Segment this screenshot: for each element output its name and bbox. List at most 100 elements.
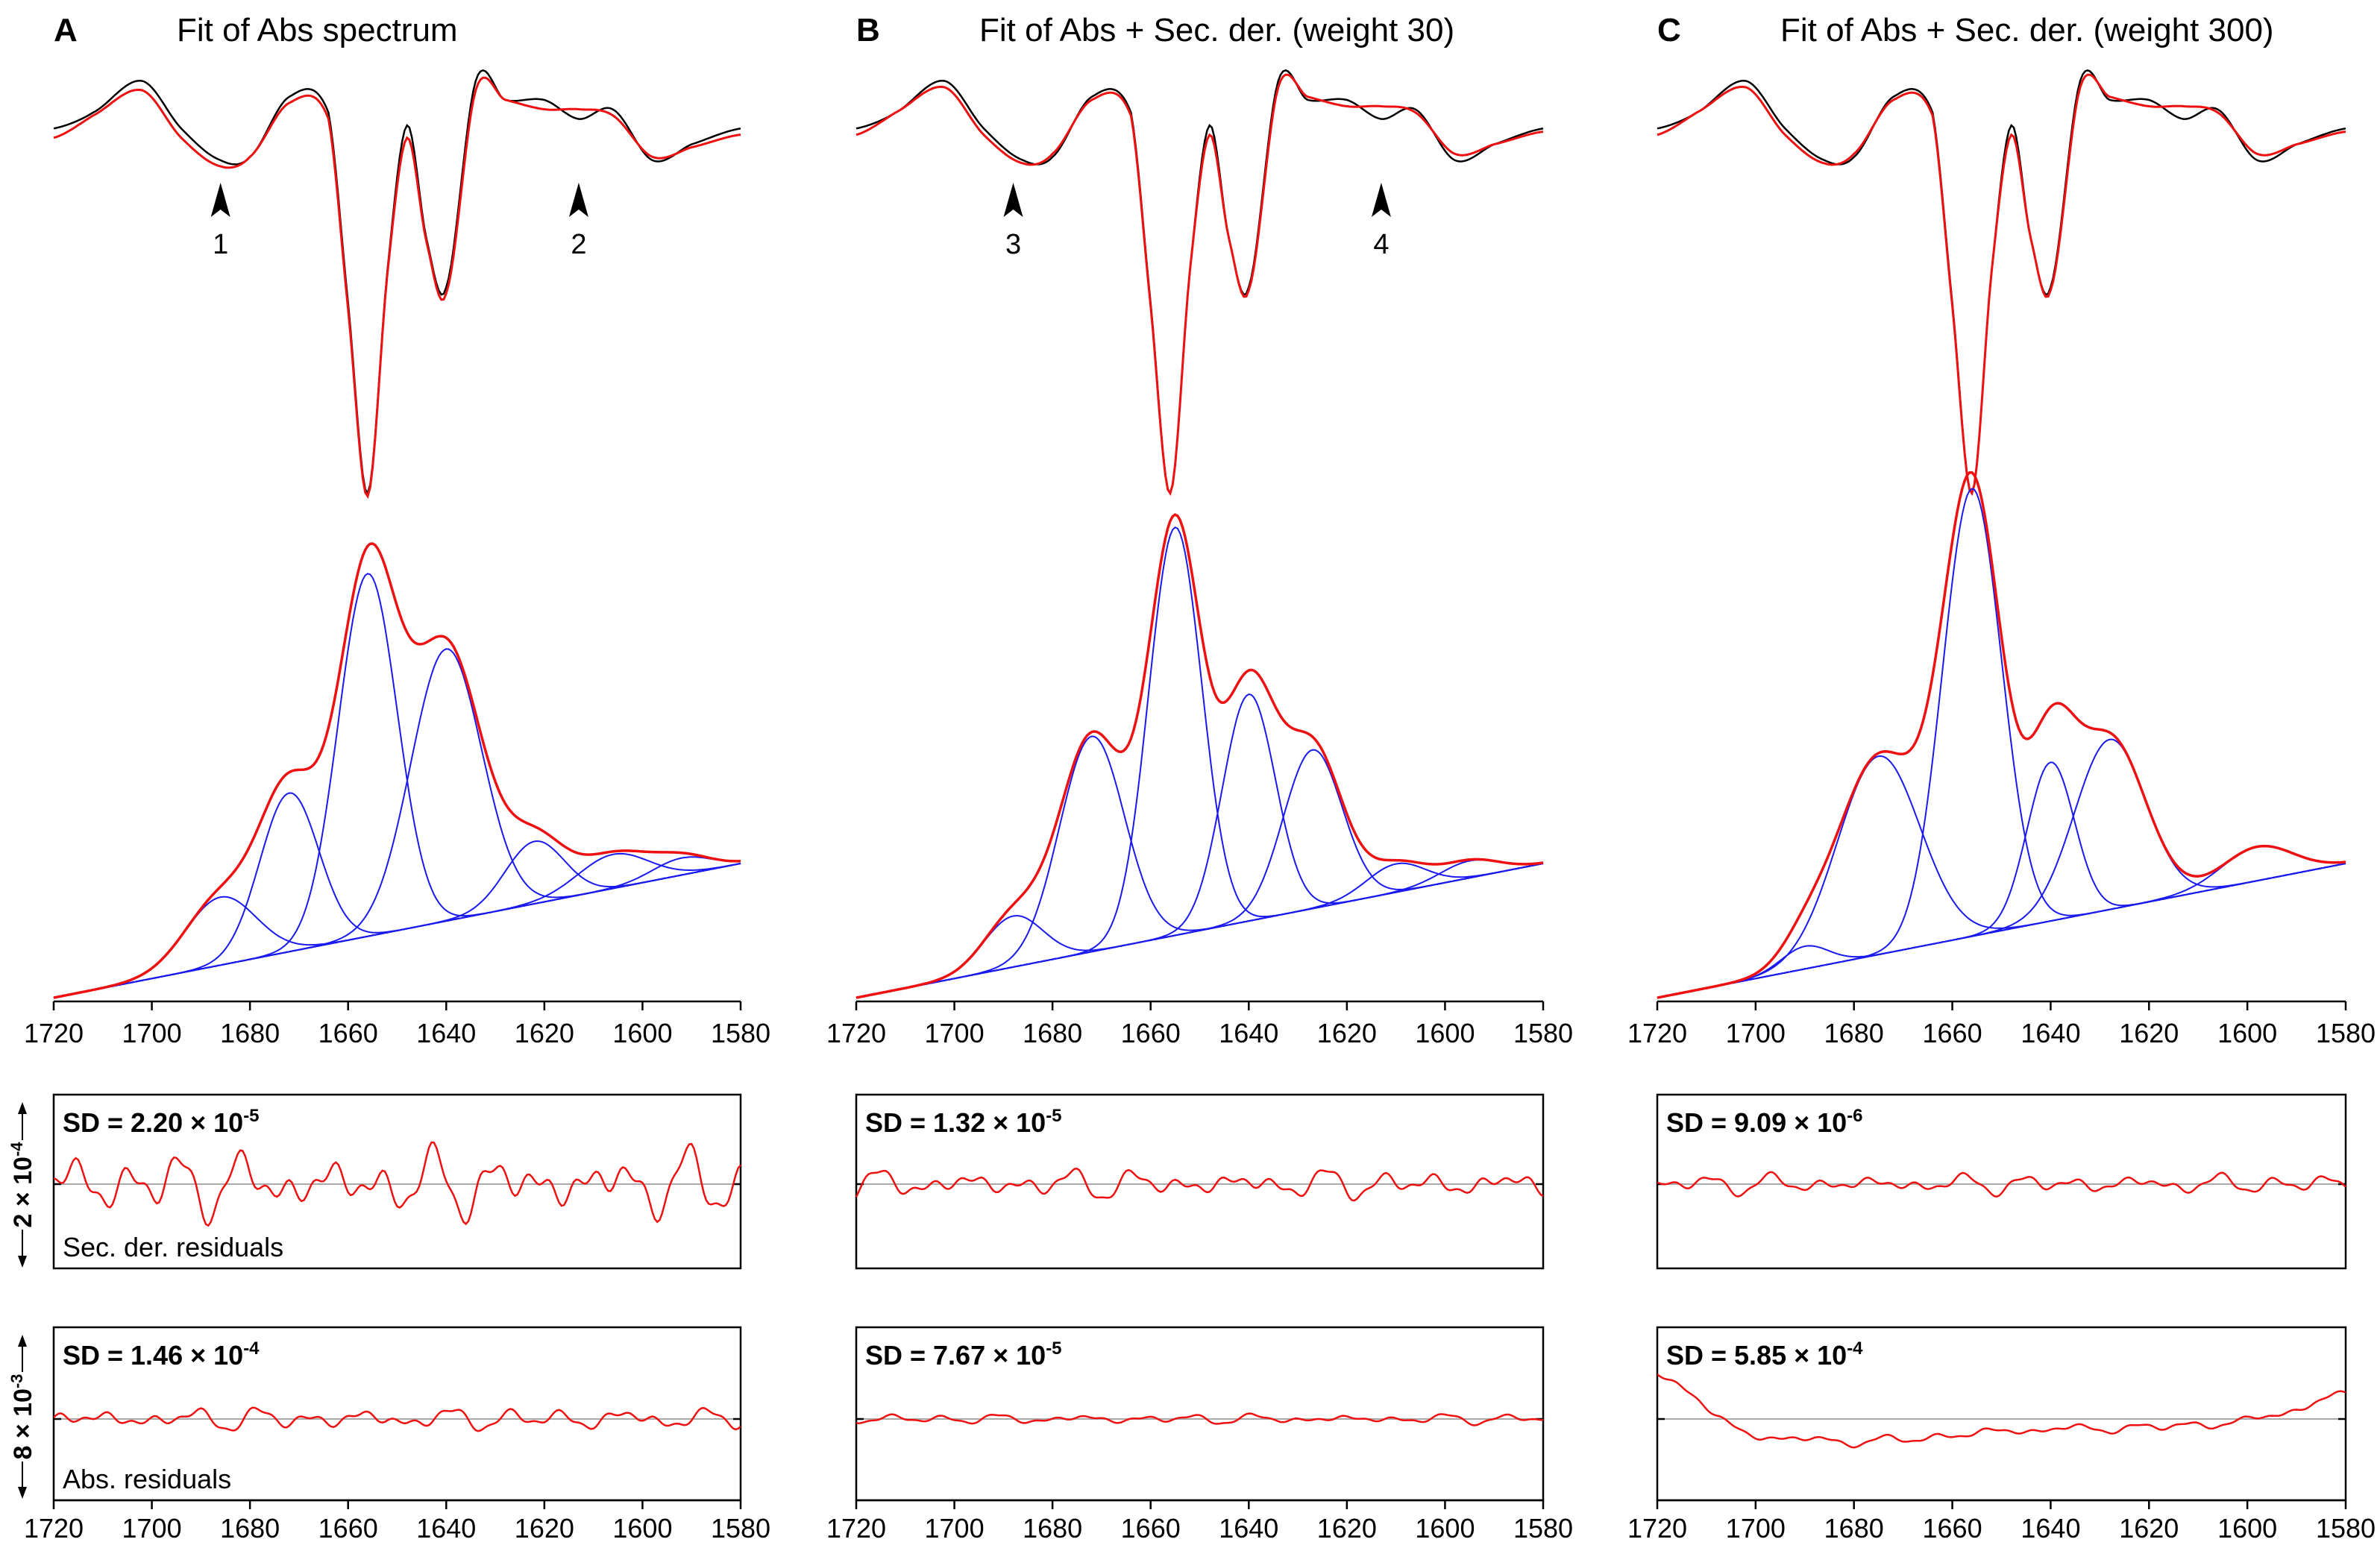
sd-value: SD = 1.32 × 10-5 [865,1106,1062,1138]
x-tick-label: 1640 [416,1018,476,1048]
x-tick-label: 1620 [1317,1513,1377,1544]
fit-second-derivative-line [1657,73,2346,497]
absorbance-plot: 1720 1700 1680 1660 1640 1620 1600 1580 [826,513,1573,1048]
arrow-number: 1 [213,229,228,260]
second-derivative-residuals-plot: SD = 9.09 × 10-6 [1656,1093,2347,1270]
x-tick-label: 1620 [2119,1018,2179,1048]
absorbance-plot: 1720 1700 1680 1660 1640 1620 1600 1580 [24,542,770,1048]
x-tick-label: 1680 [220,1513,280,1544]
scale-label-bg [9,1372,36,1462]
panel-letter: C [1657,12,1681,48]
residuals-frame [52,1093,742,1270]
component-band-line [53,648,741,998]
sd-value: SD = 5.85 × 10-4 [1666,1338,1863,1371]
fit-absorbance-line [855,513,1544,999]
component-band-line [1657,738,2346,998]
x-tick-label: 1680 [1824,1018,1884,1048]
scale-arrow-down-icon [18,1256,27,1268]
x-tick-label: 1580 [1513,1513,1573,1544]
component-band-line [855,859,1544,998]
arrow-number: 2 [571,229,586,260]
x-tick-label: 1700 [925,1018,985,1048]
x-tick-label: 1640 [416,1513,476,1544]
scale-label: 2 × 10-4 [7,1142,37,1228]
second-derivative-residuals-plot: SD = 1.32 × 10-5 [855,1093,1545,1270]
second-derivative-residual-line [53,1141,741,1227]
x-tick-label: 1600 [612,1513,672,1544]
fit-absorbance-line [1657,471,2346,999]
x-tick-label: 1640 [1219,1018,1278,1048]
component-band-line [855,735,1544,998]
x-tick-label: 1700 [1726,1513,1786,1544]
scale-arrow-down-icon [18,1487,27,1499]
component-band-line [1657,755,2346,998]
abs-residuals-label: Abs. residuals [63,1464,231,1494]
absorbance-residual-line [54,1406,741,1432]
absorbance-residuals-plot: SD = 5.85 × 10-4 1720 1700 1680 1660 1640 1620… [1627,1326,2376,1544]
absorbance-residual-line [1657,1374,2346,1449]
x-tick-label: 1680 [1824,1513,1884,1544]
x-tick-label: 1680 [220,1018,280,1048]
absorbance-residuals-plot: SD = 7.67 × 10-5 1720 1700 1680 1660 1640 1620… [826,1326,1573,1544]
x-tick-label: 1580 [711,1018,770,1048]
arrow-number: 4 [1373,229,1389,260]
x-tick-label: 1720 [24,1513,84,1544]
x-tick-label: 1660 [1121,1513,1181,1544]
x-tick-label: 1580 [711,1513,770,1544]
panel-letter: A [54,12,78,48]
x-tick-label: 1680 [1023,1018,1082,1048]
scale-label-bg [9,1140,36,1230]
panel-title: Fit of Abs + Sec. der. (weight 30) [979,12,1454,48]
component-band-line [1657,488,2346,998]
x-tick-label: 1660 [1121,1018,1181,1048]
x-tick-label: 1600 [2217,1513,2277,1544]
fit-second-derivative-line [53,76,741,500]
sd-value: SD = 1.46 × 10-4 [63,1338,260,1371]
panel-c: C Fit of Abs + Sec. der. (weight 300) 1720… [1627,12,2376,1544]
residuals-frame [855,1093,1545,1270]
x-tick-label: 1640 [1219,1513,1278,1544]
x-tick-label: 1700 [925,1513,985,1544]
x-tick-label: 1660 [318,1513,378,1544]
sd-value: SD = 2.20 × 10-5 [63,1106,260,1138]
arrow-marker [1003,183,1023,217]
scale-arrow-up-icon [18,1102,27,1114]
second-derivative-residual-line [1657,1171,2346,1198]
x-tick-label: 1680 [1023,1513,1082,1544]
abs-scale-bar: 8 × 10-3 [7,1335,37,1499]
measured-second-derivative-line [1657,69,2346,496]
x-tick-label: 1720 [24,1018,84,1048]
x-tick-label: 1620 [2119,1513,2179,1544]
x-tick-label: 1640 [2021,1513,2080,1544]
x-tick-label: 1600 [2217,1018,2277,1048]
component-band-line [1657,761,2346,998]
x-tick-label: 1600 [1415,1018,1475,1048]
panel-title: Fit of Abs spectrum [177,12,458,48]
second-derivative-plot [1657,69,2346,497]
component-band-line [53,852,741,998]
arrow-marker [1371,183,1391,217]
absorbance-residuals-plot: SD = 1.46 × 10-4 1720 1700 1680 1660 1640 1620… [24,1326,770,1544]
x-tick-label: 1580 [2316,1513,2376,1544]
sec-der-scale-bar: 2 × 10-4 [7,1102,37,1268]
residuals-frame [1656,1093,2347,1270]
component-band-line [53,856,741,998]
second-derivative-residuals-plot: SD = 2.20 × 10-5 Sec. der. residuals [52,1093,742,1270]
x-tick-label: 1720 [1627,1018,1687,1048]
panel-b: B Fit of Abs + Sec. der. (weight 30)3 4172… [826,12,1573,1544]
arrow-marker [568,183,588,217]
x-tick-label: 1700 [1726,1018,1786,1048]
absorbance-residual-line [856,1412,1543,1426]
arrow-number: 3 [1005,229,1021,260]
fit-second-derivative-line [855,73,1544,497]
arrow-marker [210,183,230,217]
absorbance-plot: 1720 1700 1680 1660 1640 1620 1600 1580 [1627,471,2376,1048]
x-tick-label: 1660 [1923,1513,1982,1544]
scale-arrow-up-icon [18,1335,27,1347]
x-tick-label: 1600 [1415,1513,1475,1544]
sd-value: SD = 7.67 × 10-5 [865,1338,1062,1371]
x-tick-label: 1660 [318,1018,378,1048]
